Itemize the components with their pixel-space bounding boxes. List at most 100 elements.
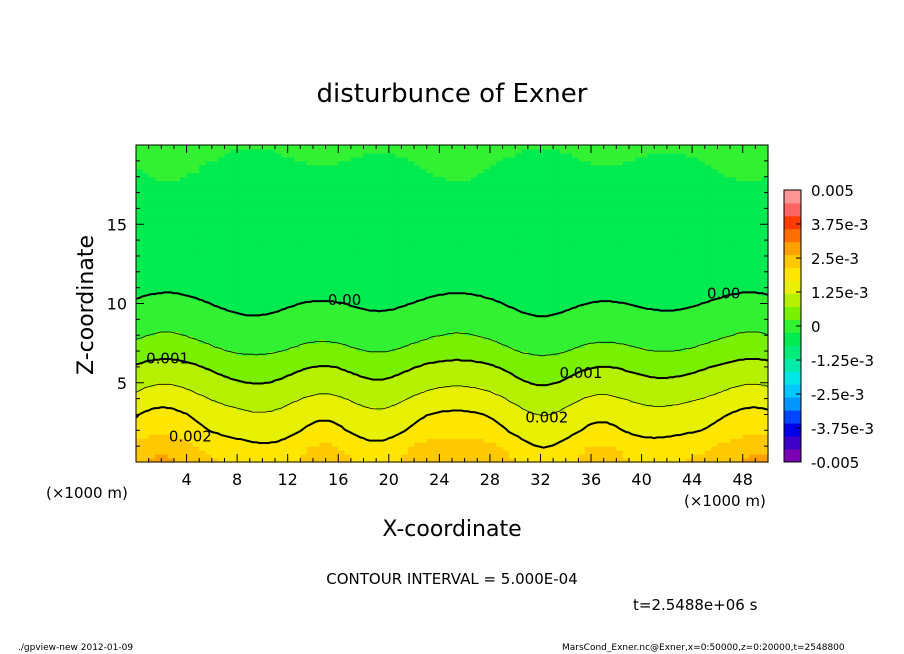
field-cell xyxy=(275,378,282,384)
field-cell xyxy=(527,362,535,368)
field-cell xyxy=(338,279,346,285)
field-cell xyxy=(578,418,586,423)
field-cell xyxy=(306,319,314,324)
field-cell xyxy=(534,418,542,423)
field-cell xyxy=(597,458,605,463)
field-cell xyxy=(464,299,472,305)
field-cell xyxy=(167,315,175,320)
field-cell xyxy=(439,311,447,316)
field-cell xyxy=(489,410,497,416)
field-cell xyxy=(312,279,320,285)
field-cell xyxy=(635,263,643,269)
field-cell xyxy=(376,442,384,447)
field-cell xyxy=(534,275,542,281)
field-cell xyxy=(376,378,384,384)
field-cell xyxy=(692,422,700,427)
field-cell xyxy=(597,319,605,324)
field-cell xyxy=(376,299,384,305)
field-cell xyxy=(173,339,181,344)
field-cell xyxy=(477,263,485,269)
field-cell xyxy=(603,430,611,435)
field-cell xyxy=(730,390,737,396)
field-cell xyxy=(603,271,611,277)
field-cell xyxy=(603,402,611,408)
field-cell xyxy=(470,315,478,320)
field-cell xyxy=(483,335,491,340)
field-cell xyxy=(338,275,346,281)
field-cell xyxy=(628,358,636,364)
field-cell xyxy=(540,331,548,336)
field-cell xyxy=(376,275,384,281)
field-cell xyxy=(685,398,693,404)
field-cell xyxy=(489,323,497,328)
field-cell xyxy=(711,307,719,313)
field-cell xyxy=(654,323,662,328)
field-cell xyxy=(357,422,365,427)
field-cell xyxy=(363,454,371,459)
field-cell xyxy=(666,271,674,277)
field-cell xyxy=(458,394,466,400)
field-cell xyxy=(426,382,434,388)
field-cell xyxy=(414,450,421,455)
field-cell xyxy=(357,446,365,451)
field-cell xyxy=(382,271,390,277)
field-cell xyxy=(344,307,352,313)
field-cell xyxy=(388,311,396,316)
field-cell xyxy=(161,418,169,423)
field-cell xyxy=(565,339,573,344)
field-cell xyxy=(445,275,453,281)
field-cell xyxy=(723,358,731,364)
field-cell xyxy=(148,442,156,447)
field-cell xyxy=(148,418,156,423)
field-cell xyxy=(312,335,320,340)
field-cell xyxy=(148,446,156,451)
field-cell xyxy=(319,351,327,356)
field-cell xyxy=(685,263,693,269)
field-cell xyxy=(673,418,681,423)
field-cell xyxy=(742,390,750,396)
field-cell xyxy=(262,426,270,431)
field-cell xyxy=(635,351,643,356)
field-cell xyxy=(508,271,516,277)
field-cell xyxy=(527,263,535,269)
field-cell xyxy=(363,362,371,368)
field-cell xyxy=(597,402,605,408)
field-cell xyxy=(224,378,232,384)
field-cell xyxy=(483,438,491,443)
field-cell xyxy=(186,410,194,416)
field-cell xyxy=(591,378,598,384)
field-cell xyxy=(489,355,497,360)
field-cell xyxy=(711,450,719,455)
field-cell xyxy=(142,311,150,316)
field-cell xyxy=(610,434,617,439)
field-cell xyxy=(458,339,466,344)
field-cell xyxy=(426,414,434,420)
field-cell xyxy=(717,323,725,328)
field-cell xyxy=(167,422,175,427)
field-cell xyxy=(433,307,440,313)
field-cell xyxy=(723,390,731,396)
field-cell xyxy=(388,418,396,423)
field-cell xyxy=(300,331,308,336)
field-cell xyxy=(275,446,282,451)
field-cell xyxy=(268,271,276,277)
field-cell xyxy=(616,283,624,289)
field-cell xyxy=(306,438,314,443)
field-cell xyxy=(635,331,643,336)
field-cell xyxy=(445,299,453,305)
field-cell xyxy=(660,343,668,348)
field-cell xyxy=(154,374,162,380)
field-cell xyxy=(199,267,207,273)
field-cell xyxy=(420,442,428,447)
field-cell xyxy=(363,446,371,451)
field-cell xyxy=(470,323,478,328)
field-cell xyxy=(414,287,421,293)
field-cell xyxy=(749,406,756,412)
field-cell xyxy=(603,434,611,439)
field-cell xyxy=(755,398,763,404)
field-cell xyxy=(692,374,700,380)
field-cell xyxy=(527,406,535,412)
field-cell xyxy=(331,267,339,273)
field-cell xyxy=(331,275,339,281)
field-cell xyxy=(711,311,719,316)
